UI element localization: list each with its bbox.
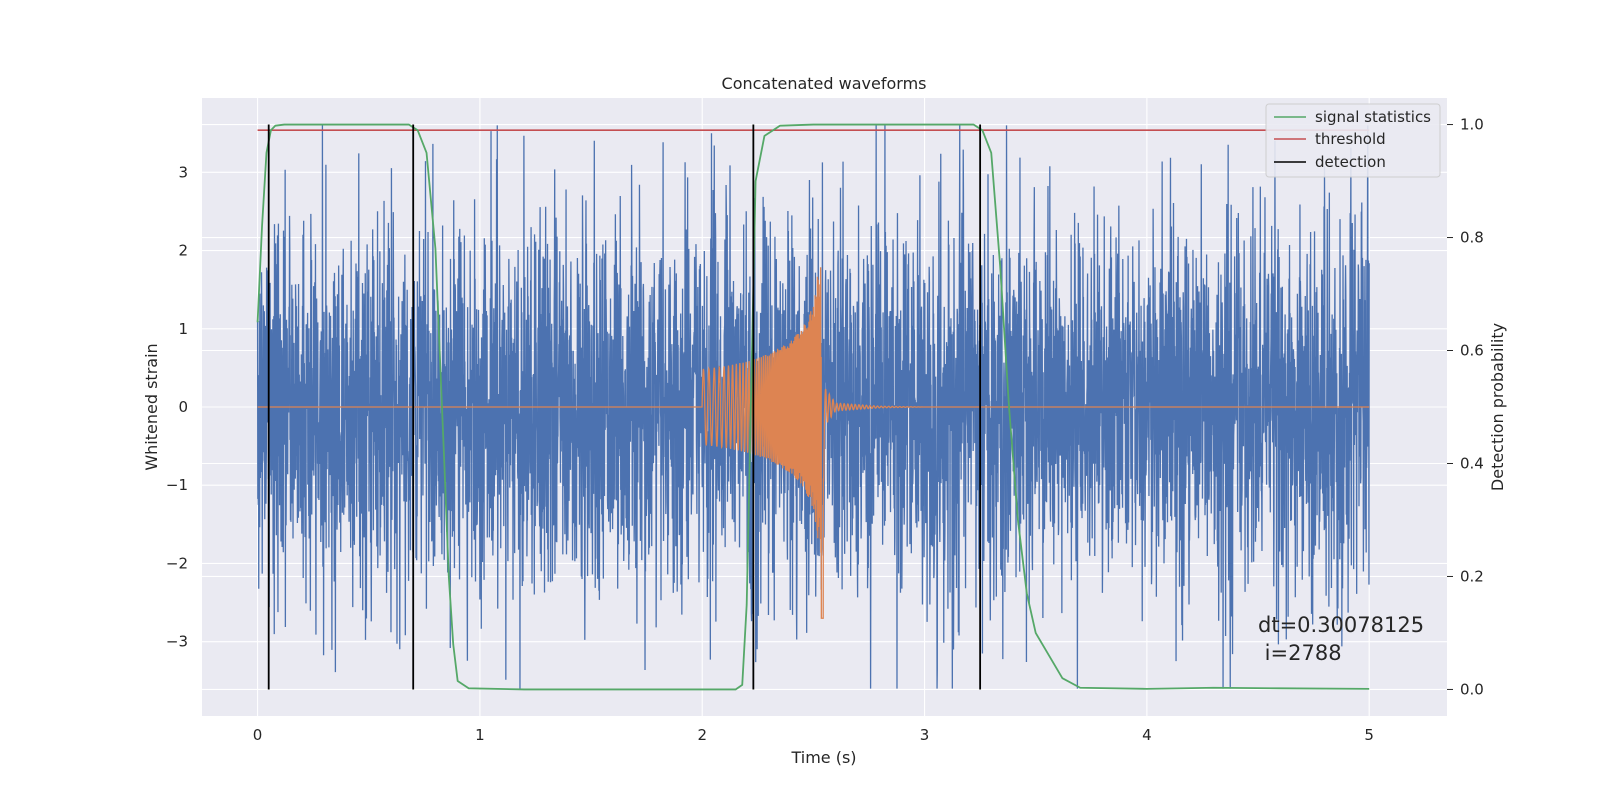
y-right-tick-label: 0.0	[1460, 680, 1484, 698]
y-left-tick-label: 1	[178, 320, 188, 338]
x-tick-label: 4	[1142, 726, 1152, 744]
x-tick-label: 5	[1364, 726, 1374, 744]
tick-labels: 0 1 2 3 4 5 −3 −2 −1 0 1 2 3 0.0 0.2 0.4 0.6 0.8 1.0	[166, 116, 1484, 744]
chart-title: Concatenated waveforms	[722, 74, 927, 93]
legend-label-detection: detection	[1315, 153, 1386, 171]
legend: signal statistics threshold detection	[1265, 103, 1441, 178]
y-left-tick-label: 2	[178, 242, 188, 260]
noise-series-line	[256, 125, 1370, 689]
y-left-tick-label: 3	[178, 163, 188, 181]
y-axis-left-label: Whitened strain	[142, 343, 161, 470]
annotation-dt: dt=0.30078125	[1258, 613, 1424, 637]
legend-label-signal-statistics: signal statistics	[1315, 108, 1431, 126]
x-axis-label: Time (s)	[790, 748, 856, 767]
signal-statistics-line	[256, 123, 1370, 691]
legend-label-threshold: threshold	[1315, 130, 1386, 148]
legend-box	[1265, 103, 1441, 178]
y-left-tick-label: −2	[166, 554, 188, 572]
annotation-i: i=2788	[1258, 641, 1342, 665]
y-left-tick-label: −1	[166, 476, 188, 494]
y-right-tick-label: 0.6	[1460, 342, 1484, 360]
y-right-tick-label: 0.2	[1460, 567, 1484, 585]
y-left-tick-label: 0	[178, 398, 188, 416]
x-tick-label: 0	[253, 726, 263, 744]
y-right-tick-label: 0.4	[1460, 454, 1484, 472]
x-tick-label: 3	[920, 726, 930, 744]
data-series	[256, 123, 1370, 691]
y-axis-right-label: Detection probability	[1488, 323, 1507, 491]
y-left-tick-label: −3	[166, 633, 188, 651]
x-tick-label: 2	[697, 726, 707, 744]
y-right-tick-label: 0.8	[1460, 229, 1484, 247]
y-right-tick-label: 1.0	[1460, 116, 1484, 134]
x-tick-label: 1	[475, 726, 485, 744]
